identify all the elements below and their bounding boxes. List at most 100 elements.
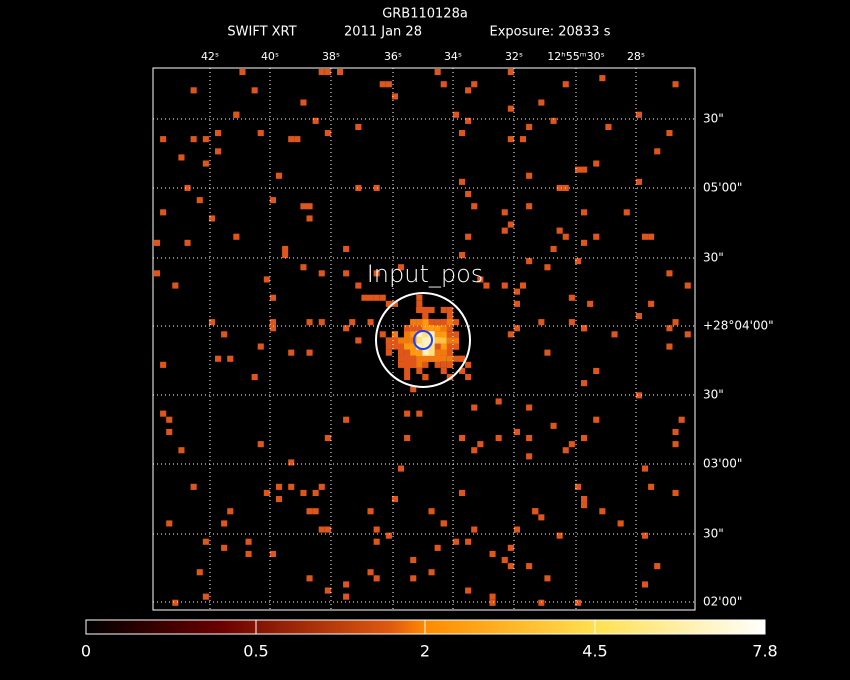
pixel — [154, 270, 161, 277]
pixel — [416, 337, 423, 344]
pixel — [526, 453, 533, 460]
colorbar-label: 2 — [420, 642, 430, 661]
pixel — [635, 111, 642, 118]
pixel — [367, 319, 374, 326]
pixel — [318, 319, 325, 326]
pixel — [556, 227, 563, 234]
pixel — [507, 69, 514, 76]
pixel — [245, 538, 252, 545]
instrument: SWIFT XRT — [227, 25, 296, 40]
pixel — [526, 203, 533, 210]
pixel — [172, 599, 179, 606]
pixel — [513, 526, 520, 533]
pixel — [489, 599, 496, 606]
pixel — [221, 331, 228, 338]
pixel — [526, 563, 533, 570]
pixel — [215, 130, 222, 137]
pixel — [416, 355, 423, 362]
pixel — [349, 319, 356, 326]
pixel — [428, 319, 435, 326]
pixel — [306, 508, 313, 515]
pixel — [672, 319, 679, 326]
pixel — [581, 496, 588, 503]
pixel — [428, 343, 435, 350]
colorbar-label: 7.8 — [752, 642, 777, 661]
pixel — [367, 294, 374, 301]
pixel — [233, 233, 240, 240]
pixel — [684, 331, 691, 338]
pixel — [642, 581, 649, 588]
pixel — [269, 197, 276, 204]
pixel — [495, 398, 502, 405]
pixel — [276, 483, 283, 490]
pixel — [581, 380, 588, 387]
pixel — [324, 130, 331, 137]
pixel — [574, 483, 581, 490]
pixel — [440, 361, 447, 368]
pixel — [190, 483, 197, 490]
pixel — [587, 300, 594, 307]
pixel — [465, 117, 472, 124]
pixel — [282, 245, 289, 252]
pixel — [251, 374, 258, 381]
pixel — [465, 233, 472, 240]
pixel — [568, 294, 575, 301]
pixel — [410, 343, 417, 350]
pixel — [288, 483, 295, 490]
pixel — [507, 105, 514, 112]
pixel — [276, 496, 283, 503]
pixel — [391, 300, 398, 307]
pixel — [513, 325, 520, 332]
dec-label: 30" — [703, 112, 724, 126]
pixel — [507, 221, 514, 228]
pixel — [562, 81, 569, 88]
pixel — [513, 428, 520, 435]
pixel — [526, 435, 533, 442]
pixel — [202, 593, 209, 600]
ra-label: 28ˢ — [627, 50, 645, 63]
pixel — [404, 410, 411, 417]
pixel — [202, 538, 209, 545]
pixel — [501, 557, 508, 564]
pixel — [672, 441, 679, 448]
pixel — [306, 575, 313, 582]
pixel — [367, 508, 374, 515]
pixel — [410, 361, 417, 368]
pixel — [538, 514, 545, 521]
pixel — [520, 282, 527, 289]
pixel — [489, 593, 496, 600]
pixel — [367, 569, 374, 576]
pixel — [379, 331, 386, 338]
pixel — [434, 361, 441, 368]
pixel — [562, 233, 569, 240]
pixel — [391, 343, 398, 350]
pixel — [581, 502, 588, 509]
pixel — [501, 227, 508, 234]
pixel — [440, 337, 447, 344]
pixel — [422, 343, 429, 350]
pixel — [459, 130, 466, 137]
colorbar-label: 0 — [81, 642, 91, 661]
pixel — [666, 343, 673, 350]
pixel — [184, 184, 191, 191]
pixel — [416, 294, 423, 301]
pixel — [355, 282, 362, 289]
pixel — [263, 489, 270, 496]
pixel — [434, 325, 441, 332]
pixel — [391, 93, 398, 100]
pixel — [544, 349, 551, 356]
pixel — [263, 276, 270, 283]
colorbar-label: 0.5 — [243, 642, 268, 661]
pixel — [526, 172, 533, 179]
pixel — [526, 123, 533, 130]
pixel — [440, 367, 447, 374]
pixel — [312, 489, 319, 496]
pixel — [428, 325, 435, 332]
pixel — [404, 355, 411, 362]
pixel — [434, 355, 441, 362]
pixel — [428, 306, 435, 313]
pixel — [489, 550, 496, 557]
pixel — [440, 306, 447, 313]
pixel — [166, 428, 173, 435]
pixel — [526, 404, 533, 411]
